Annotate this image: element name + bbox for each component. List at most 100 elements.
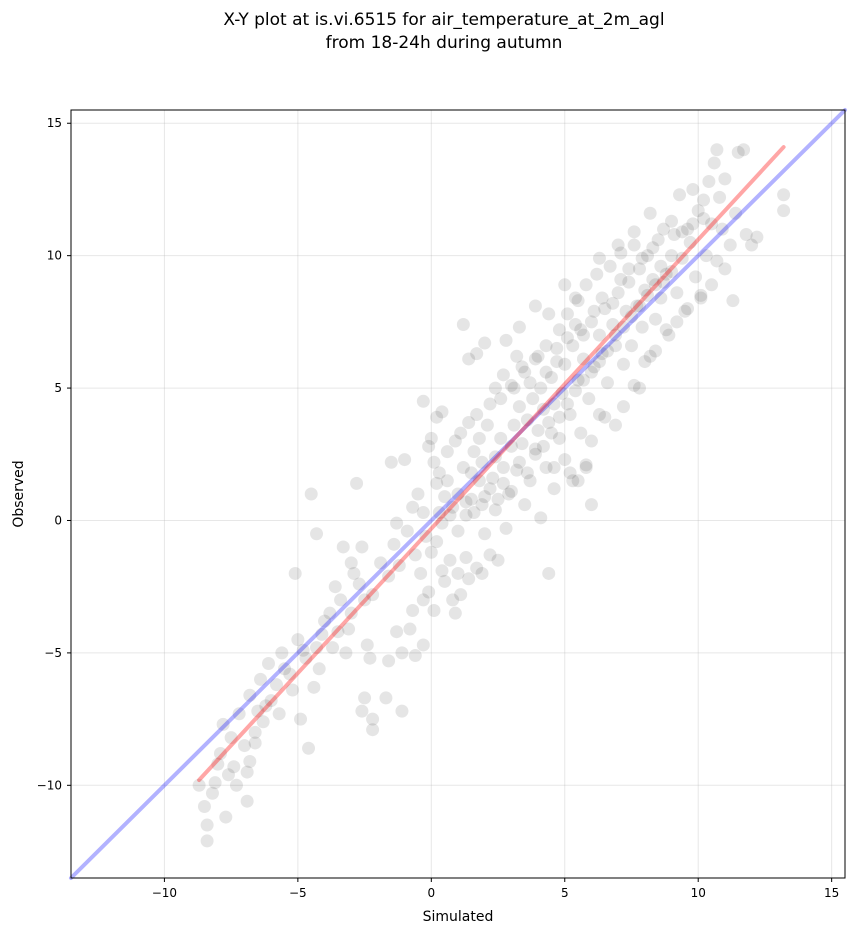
grid bbox=[71, 110, 845, 878]
data-point bbox=[224, 731, 238, 745]
data-point bbox=[550, 355, 564, 369]
data-point bbox=[494, 431, 508, 445]
data-point bbox=[745, 238, 759, 252]
data-point bbox=[315, 627, 329, 641]
data-point bbox=[574, 323, 588, 337]
data-point bbox=[398, 453, 412, 467]
data-point bbox=[342, 622, 356, 636]
data-point bbox=[560, 331, 574, 345]
data-point bbox=[358, 691, 372, 705]
data-point bbox=[592, 408, 606, 422]
data-point bbox=[584, 365, 598, 379]
x-axis-ticks: −10 −5 0 5 10 15 bbox=[152, 878, 839, 900]
data-point bbox=[731, 145, 745, 159]
data-point bbox=[657, 222, 671, 236]
data-point bbox=[654, 259, 668, 273]
data-point bbox=[528, 447, 542, 461]
data-point bbox=[643, 349, 657, 363]
data-point bbox=[448, 606, 462, 620]
data-point bbox=[675, 251, 689, 265]
data-point bbox=[606, 296, 620, 310]
data-point bbox=[253, 672, 267, 686]
data-point bbox=[219, 810, 233, 824]
data-point bbox=[640, 249, 654, 263]
data-point bbox=[387, 537, 401, 551]
data-point bbox=[632, 262, 646, 276]
data-point bbox=[366, 723, 380, 737]
data-point bbox=[467, 445, 481, 459]
data-point bbox=[472, 431, 486, 445]
data-point bbox=[544, 426, 558, 440]
data-point bbox=[582, 392, 596, 406]
data-point bbox=[649, 344, 663, 358]
x-tick-label: 0 bbox=[427, 886, 435, 900]
data-point bbox=[507, 381, 521, 395]
data-point bbox=[555, 386, 569, 400]
data-point bbox=[299, 651, 313, 665]
data-point bbox=[608, 339, 622, 353]
data-point bbox=[608, 418, 622, 432]
data-point bbox=[563, 408, 577, 422]
data-point bbox=[640, 288, 654, 302]
data-point bbox=[403, 622, 417, 636]
data-point bbox=[275, 646, 289, 660]
data-point bbox=[459, 495, 473, 509]
data-point bbox=[462, 572, 476, 586]
data-point bbox=[587, 304, 601, 318]
data-point bbox=[483, 548, 497, 562]
data-point bbox=[496, 476, 510, 490]
data-point bbox=[491, 553, 505, 567]
data-point bbox=[395, 704, 409, 718]
data-point bbox=[638, 355, 652, 369]
data-point bbox=[470, 408, 484, 422]
data-point bbox=[336, 540, 350, 554]
data-point bbox=[213, 747, 227, 761]
data-point bbox=[675, 225, 689, 239]
data-point bbox=[614, 246, 628, 260]
data-point bbox=[310, 641, 324, 655]
data-point bbox=[689, 270, 703, 284]
data-point bbox=[504, 378, 518, 392]
data-point bbox=[729, 206, 743, 220]
data-point bbox=[379, 691, 393, 705]
data-point bbox=[451, 487, 465, 501]
data-point bbox=[416, 593, 430, 607]
data-point bbox=[622, 262, 636, 276]
data-point bbox=[544, 370, 558, 384]
data-point bbox=[713, 190, 727, 204]
data-point bbox=[400, 524, 414, 538]
data-point bbox=[624, 310, 638, 324]
data-point bbox=[307, 680, 321, 694]
data-point bbox=[630, 299, 644, 313]
data-point bbox=[216, 717, 230, 731]
data-point bbox=[539, 339, 553, 353]
data-point bbox=[430, 410, 444, 424]
data-point bbox=[739, 227, 753, 241]
data-point bbox=[643, 206, 657, 220]
data-point bbox=[496, 461, 510, 475]
data-point bbox=[390, 625, 404, 639]
data-point bbox=[616, 400, 630, 414]
data-point bbox=[649, 312, 663, 326]
data-point bbox=[464, 466, 478, 480]
data-point bbox=[705, 217, 719, 231]
data-point bbox=[478, 490, 492, 504]
y-tick-label: 0 bbox=[54, 513, 62, 527]
data-point bbox=[494, 392, 508, 406]
data-point bbox=[438, 574, 452, 588]
data-point bbox=[750, 230, 764, 244]
data-point bbox=[432, 466, 446, 480]
data-point bbox=[539, 461, 553, 475]
data-point bbox=[627, 238, 641, 252]
data-point bbox=[528, 442, 542, 456]
data-point bbox=[592, 328, 606, 342]
x-tick-label: −10 bbox=[152, 886, 177, 900]
data-point bbox=[443, 508, 457, 522]
data-point bbox=[584, 498, 598, 512]
x-tick-label: −5 bbox=[289, 886, 307, 900]
data-point bbox=[659, 323, 673, 337]
data-point bbox=[355, 704, 369, 718]
data-point bbox=[662, 328, 676, 342]
data-point bbox=[256, 715, 270, 729]
